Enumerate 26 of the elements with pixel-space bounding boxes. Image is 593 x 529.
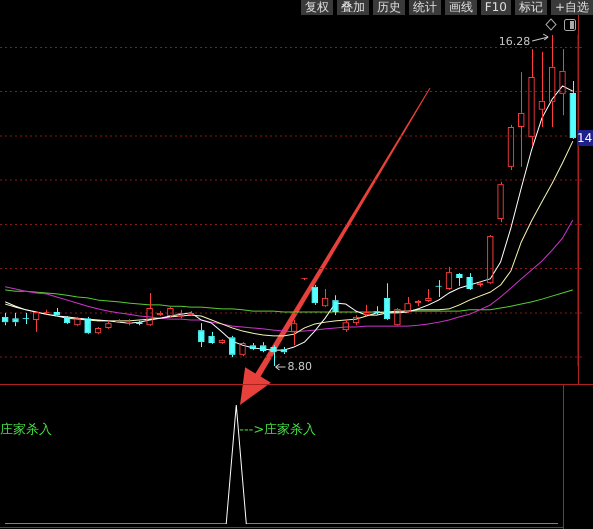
candlestick	[250, 342, 256, 351]
candlestick	[332, 294, 339, 316]
text: 叠加	[336, 0, 369, 15]
candlestick	[570, 80, 576, 140]
annotation: 8.80	[288, 360, 312, 373]
text: F10	[480, 0, 511, 15]
candlestick	[198, 322, 204, 348]
text: 历史	[372, 0, 405, 15]
text: +自选	[550, 0, 593, 15]
candlestick	[270, 344, 277, 366]
annotation: 14	[577, 130, 593, 146]
annotation: 16.28	[498, 34, 530, 48]
candlestick	[54, 308, 60, 316]
candlestick	[12, 312, 19, 327]
candlestick	[384, 282, 390, 320]
candlestick	[208, 331, 215, 344]
text: 复权	[300, 0, 333, 15]
candlestick	[466, 272, 473, 290]
annotation: --->庄家杀入	[239, 421, 316, 438]
text: 画线	[444, 0, 477, 15]
text: 统计	[408, 0, 441, 15]
candlestick	[64, 315, 70, 324]
annotation: 庄家杀入	[0, 421, 52, 438]
candlestick	[2, 312, 8, 326]
text: 标记	[514, 0, 547, 15]
candlestick	[312, 284, 318, 306]
